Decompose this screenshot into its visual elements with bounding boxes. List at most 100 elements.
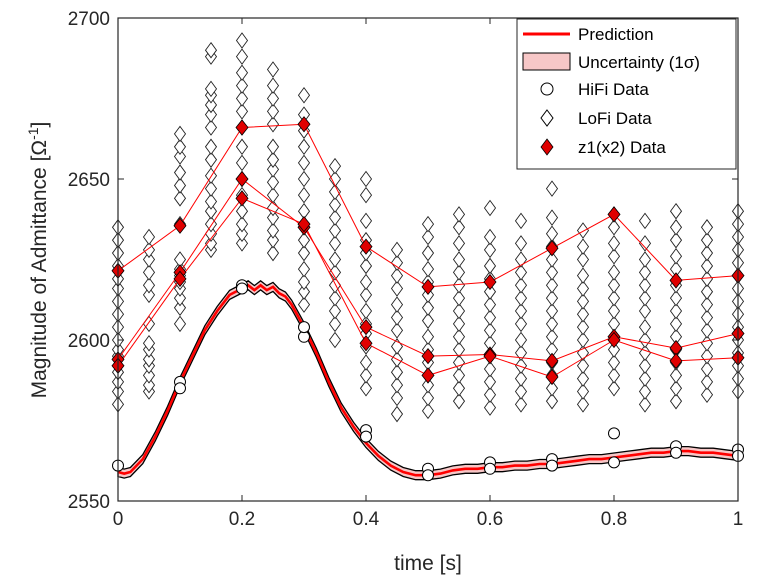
lofi-point (700, 219, 714, 236)
lofi-point (638, 289, 652, 307)
legend-lofi-marker (540, 109, 554, 127)
lofi-point (328, 183, 342, 201)
lofi-point (421, 376, 435, 394)
y-tick-label: 2700 (68, 9, 110, 30)
lofi-point (576, 267, 590, 284)
lofi-point (669, 302, 683, 320)
hifi-point (546, 459, 558, 472)
lofi-point (204, 215, 218, 233)
lofi-point (173, 177, 187, 194)
lofi-point (266, 209, 280, 226)
lofi-point (452, 315, 466, 333)
hifi-point (670, 446, 682, 459)
hifi-point (608, 427, 620, 440)
x-tick-label: 1 (733, 509, 744, 530)
lofi-point (452, 392, 466, 410)
lofi-point (452, 302, 466, 320)
lofi-point (421, 228, 435, 246)
lofi-point (266, 103, 280, 120)
y-axis-label-superscript: -1 (25, 127, 41, 140)
lofi-point (607, 264, 621, 281)
lofi-point (545, 302, 559, 320)
lofi-point (483, 228, 497, 246)
y-tick-label: 2550 (68, 492, 110, 513)
lofi-point (266, 173, 280, 191)
lofi-point (576, 370, 590, 387)
lofi-point (607, 276, 621, 294)
lofi-point (359, 286, 373, 304)
hifi-point (298, 321, 310, 334)
lofi-point (576, 251, 590, 268)
lofi-point (514, 315, 528, 333)
lofi-point (483, 309, 497, 326)
lofi-point (142, 286, 156, 304)
lofi-point (297, 87, 311, 104)
lofi-point (576, 293, 590, 310)
lofi-point (638, 212, 652, 230)
lofi-point (576, 238, 590, 255)
lofi-point (483, 199, 497, 217)
lofi-point (266, 61, 280, 78)
legend-hifi-label: HiFi Data (578, 80, 649, 99)
legend-uncertainty-swatch (522, 52, 571, 71)
lofi-point (142, 264, 156, 281)
lofi-point (204, 119, 218, 136)
lofi-point (297, 170, 311, 188)
lofi-point (576, 280, 590, 297)
lofi-point (173, 138, 187, 156)
lofi-point (421, 299, 435, 317)
y-axis-label-close: ] (28, 122, 51, 128)
lofi-point (204, 41, 218, 59)
lofi-point (421, 389, 435, 407)
lofi-point (359, 186, 373, 204)
lofi-point (700, 296, 714, 313)
lofi-point (235, 154, 249, 172)
z1-point (421, 278, 435, 296)
lofi-point (514, 235, 528, 252)
z1-point (483, 347, 497, 365)
lofi-point (142, 228, 156, 246)
lofi-point (452, 219, 466, 236)
lofi-point (266, 151, 280, 168)
lofi-point (390, 389, 404, 407)
lofi-point (452, 235, 466, 252)
lofi-point (204, 80, 218, 98)
lofi-point (638, 357, 652, 375)
lofi-point (700, 244, 714, 262)
lofi-point (359, 302, 373, 320)
lofi-point (483, 386, 497, 404)
lofi-point (390, 254, 404, 271)
lofi-point (669, 219, 683, 236)
x-tick-label: 0.8 (601, 509, 627, 530)
z1-point (235, 119, 249, 136)
lofi-point (390, 405, 404, 423)
lofi-point (452, 328, 466, 346)
lofi-point (700, 334, 714, 352)
lofi-point (266, 77, 280, 94)
lofi-point (545, 251, 559, 268)
legend-lofi-label: LoFi Data (578, 109, 652, 128)
lofi-point (235, 138, 249, 156)
lofi-point (173, 164, 187, 181)
lofi-point (452, 367, 466, 384)
lofi-point (235, 64, 249, 82)
lofi-point (607, 248, 621, 265)
z1-point (669, 352, 683, 370)
lofi-point (669, 380, 683, 397)
lofi-point (514, 264, 528, 281)
lofi-point (266, 138, 280, 156)
lofi-point (545, 380, 559, 397)
lofi-point (669, 367, 683, 384)
lofi-point (545, 315, 559, 333)
lofi-point (328, 315, 342, 333)
hifi-point (422, 469, 434, 482)
lofi-point (204, 202, 218, 220)
z1-point (545, 240, 559, 257)
lofi-point (669, 392, 683, 410)
lofi-point (204, 106, 218, 123)
lofi-point (359, 212, 373, 230)
lofi-point (235, 225, 249, 243)
legend-hifi-marker (540, 82, 554, 96)
lofi-point (235, 90, 249, 107)
lofi-point (297, 138, 311, 156)
